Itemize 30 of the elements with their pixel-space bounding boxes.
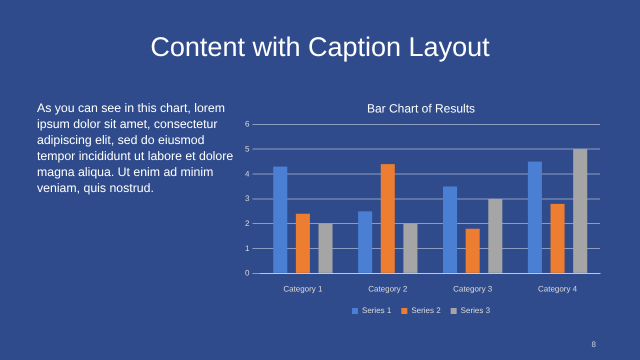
bar [488, 198, 502, 273]
x-tick-label: Category 3 [453, 284, 493, 294]
x-tick-label: Category 4 [538, 284, 578, 294]
bar [358, 211, 372, 273]
bar [443, 186, 458, 273]
legend-label: Series 2 [411, 306, 442, 316]
y-tick-label: 0 [244, 268, 250, 278]
y-tick-label: 6 [244, 120, 250, 129]
x-tick-label: Category 1 [283, 284, 324, 294]
text: As you can see in this chart, lorem ipsum dolor sit amet, consectetur adipiscing elit, sed do eiusmod tempor incididunt ut labore et dolore magna aliqua. Ut enim ad minim veniam, quis nostrud. [37, 100, 234, 196]
bar [296, 214, 310, 273]
bar [466, 228, 480, 273]
chart-subtitle: Bar Chart of Results [366, 102, 476, 116]
bar [573, 149, 588, 273]
bar [380, 164, 395, 273]
chart-title: Content with Caption Layout [149, 32, 491, 63]
y-tick-label: 5 [244, 144, 250, 154]
bar [318, 224, 333, 273]
text: 8 [592, 340, 596, 349]
y-tick-label: 3 [244, 194, 250, 204]
bar [403, 224, 418, 273]
y-tick-label: 1 [244, 244, 250, 253]
bar [528, 162, 542, 273]
legend-label: Series 3 [460, 306, 491, 316]
legend-label: Series 1 [362, 306, 392, 316]
bar [550, 204, 565, 273]
y-tick-label: 4 [244, 169, 250, 178]
x-tick-label: Category 2 [368, 284, 408, 294]
bar [273, 166, 288, 273]
y-tick-label: 2 [244, 218, 250, 228]
